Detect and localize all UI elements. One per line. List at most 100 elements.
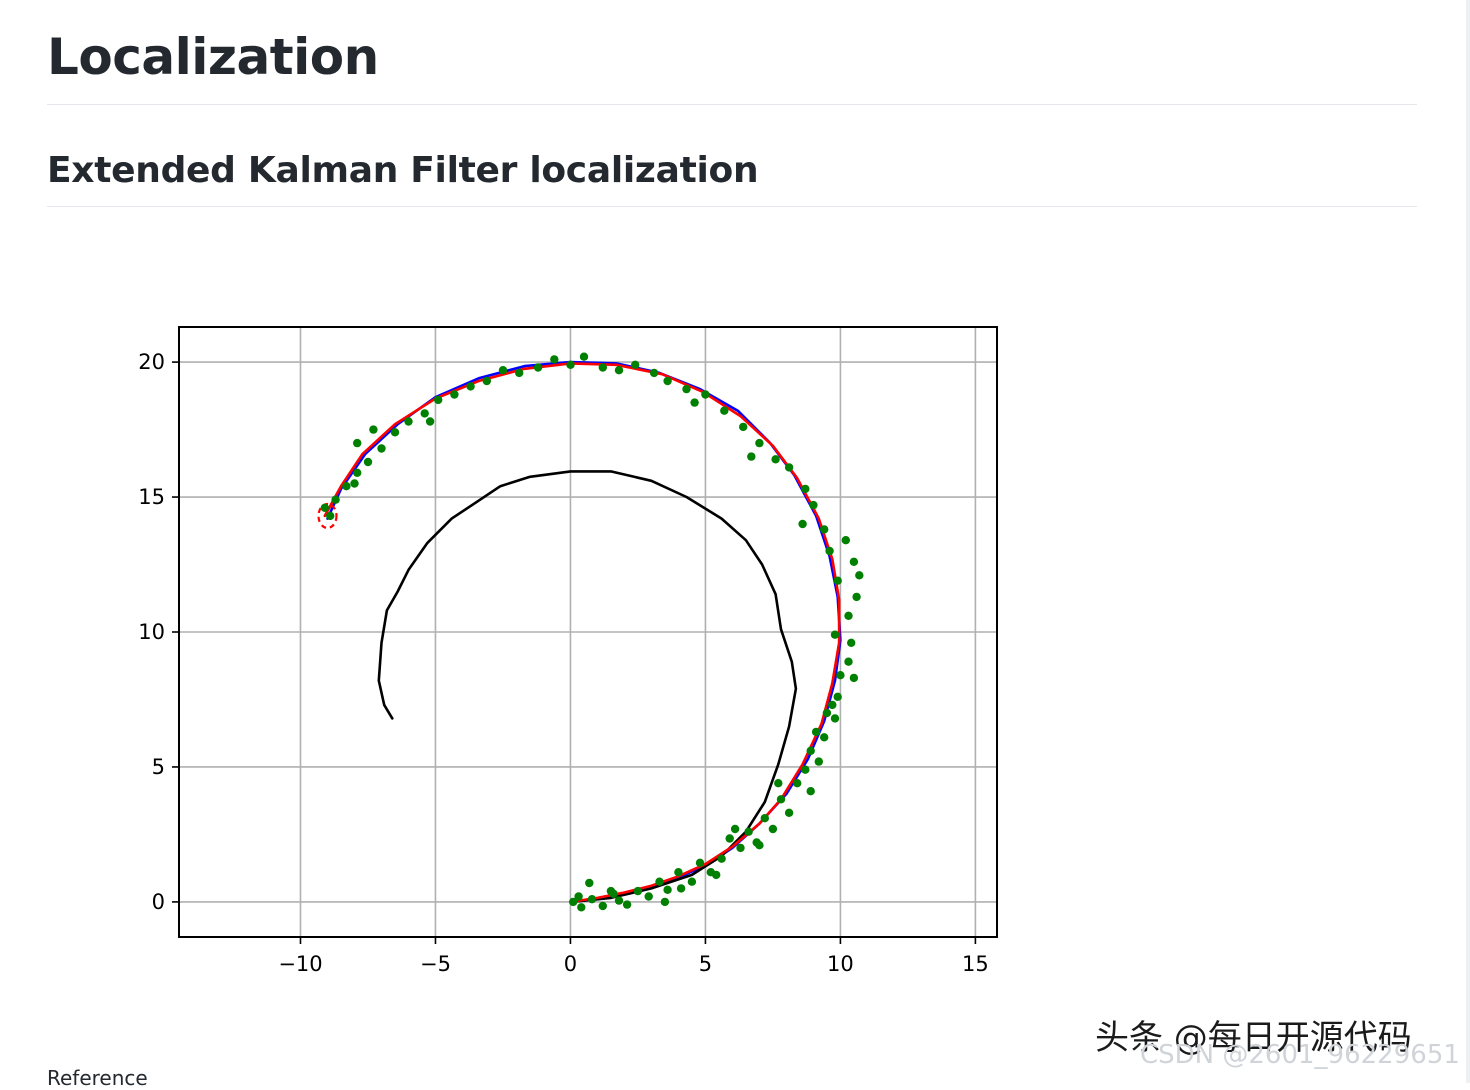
observation-point <box>717 854 726 863</box>
observation-point <box>369 425 378 434</box>
observation-point <box>660 897 670 907</box>
observation-point <box>587 895 597 904</box>
observation-point <box>755 841 764 850</box>
x-tick-label: −5 <box>420 952 451 976</box>
scrollbar-track[interactable] <box>1466 0 1470 1083</box>
observation-point <box>450 390 459 399</box>
observation-point <box>466 382 475 391</box>
observation-point <box>849 557 859 566</box>
x-tick-label: 0 <box>564 952 577 976</box>
x-tick-label: 15 <box>962 952 989 976</box>
observation-point <box>622 900 632 909</box>
observation-point <box>820 525 829 534</box>
observation-point <box>674 868 683 877</box>
section-heading: Extended Kalman Filter localization <box>47 150 759 191</box>
observation-point <box>820 733 829 742</box>
x-tick-label: 5 <box>699 952 712 976</box>
observation-point <box>390 428 400 437</box>
observation-point <box>663 885 672 894</box>
dead-reckoning-line <box>377 470 798 904</box>
observation-point <box>739 422 748 432</box>
ekf-chart: −10 −5 0 5 10 15 0 5 10 15 20 <box>138 326 998 976</box>
observation-point <box>482 376 491 386</box>
observation-point <box>809 500 818 510</box>
toutiao-watermark: 头条 @每日开源代码 <box>1095 1018 1412 1058</box>
observation-point <box>830 630 840 639</box>
observation-layer <box>320 352 864 912</box>
observation-point <box>844 611 853 620</box>
observation-point <box>774 779 783 788</box>
observation-point <box>830 714 840 723</box>
observation-point <box>663 376 672 386</box>
observation-point <box>579 352 589 361</box>
observation-point <box>434 395 443 405</box>
observation-point <box>644 892 653 901</box>
observation-point <box>331 495 340 504</box>
observation-point <box>855 571 864 580</box>
observation-point <box>755 438 764 448</box>
observation-point <box>655 877 664 886</box>
observation-point <box>574 892 583 901</box>
observation-point <box>725 834 734 843</box>
observation-point <box>682 384 691 394</box>
observation-point <box>515 368 524 378</box>
observation-point <box>844 657 853 666</box>
observation-point <box>633 886 643 896</box>
observation-point <box>631 360 640 369</box>
observation-point <box>720 406 729 415</box>
observation-point <box>377 444 386 453</box>
observation-point <box>701 390 710 399</box>
observation-point <box>730 824 740 834</box>
x-tick-label: 10 <box>827 952 854 976</box>
observation-point <box>676 884 686 893</box>
observation-point <box>736 843 745 853</box>
observation-point <box>825 546 834 556</box>
ekf-localization-figure: −10 −5 0 5 10 15 0 5 10 15 20 <box>100 300 1020 1000</box>
observation-point <box>326 511 335 521</box>
y-tick-label: 20 <box>138 350 165 374</box>
section-divider <box>47 206 1417 207</box>
observation-point <box>498 366 508 375</box>
observation-point <box>687 877 697 886</box>
csdn-watermark: CSDN @2601_96229651 <box>1140 1040 1460 1070</box>
observation-point <box>550 355 559 364</box>
title-divider <box>47 104 1417 105</box>
observation-point <box>768 824 778 834</box>
observation-point <box>353 468 362 477</box>
observation-point <box>350 479 359 488</box>
observation-point <box>425 417 435 426</box>
observation-point <box>793 779 802 788</box>
observation-point <box>828 700 837 710</box>
observation-point <box>852 592 861 602</box>
observation-point <box>606 886 616 896</box>
y-tick-label: 5 <box>152 755 165 779</box>
observation-point <box>806 787 815 796</box>
page-title: Localization <box>47 28 379 86</box>
observation-point <box>847 638 856 647</box>
observation-point <box>649 368 659 378</box>
observation-point <box>776 795 786 804</box>
observation-point <box>833 576 842 585</box>
observation-point <box>342 482 351 491</box>
observation-point <box>814 757 823 766</box>
observation-point <box>798 519 807 529</box>
y-tick-label: 15 <box>138 485 165 509</box>
observation-point <box>569 897 578 907</box>
observation-point <box>744 827 753 836</box>
observation-point <box>566 360 575 369</box>
observation-point <box>747 452 756 461</box>
reference-heading: Reference <box>47 1066 148 1090</box>
observation-point <box>320 503 329 512</box>
observation-point <box>784 808 794 817</box>
y-tick-label: 0 <box>152 890 165 914</box>
observation-point <box>695 858 705 867</box>
observation-point <box>784 463 794 472</box>
observation-point <box>404 417 413 426</box>
observation-point <box>353 438 362 448</box>
observation-point <box>690 398 699 407</box>
axes-layer: −10 −5 0 5 10 15 0 5 10 15 20 <box>138 326 998 976</box>
observation-point <box>833 692 842 701</box>
observation-point <box>533 363 543 372</box>
observation-point <box>585 878 594 888</box>
observation-point <box>836 671 845 680</box>
